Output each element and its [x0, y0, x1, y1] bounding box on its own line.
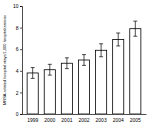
y-tick-label: 0 [16, 111, 19, 117]
error-cap [31, 78, 35, 79]
y-tick-mark [20, 92, 22, 93]
x-tick-label: 2005 [130, 117, 141, 123]
error-cap [31, 67, 35, 68]
y-tick-mark [20, 28, 22, 29]
x-tick: 2005 [130, 114, 141, 123]
x-tick-label: 1999 [27, 117, 38, 123]
error-bar [99, 44, 103, 57]
bar [78, 60, 89, 114]
error-bar [31, 68, 35, 79]
bar [130, 29, 141, 114]
marks [27, 21, 141, 114]
x-axis: 1999 2000 2001 2002 2003 2004 2005 [23, 114, 147, 123]
x-tick-label: 2000 [44, 117, 55, 123]
y-tick: 2 [16, 90, 22, 96]
error-cap [82, 65, 86, 66]
y-axis-title: MRSA-related hospital stays/1,000 hospit… [2, 15, 7, 105]
y-tick-label: 2 [16, 90, 19, 96]
bar [27, 73, 38, 114]
error-cap [99, 56, 103, 57]
error-cap [99, 43, 103, 44]
y-tick-label: 10 [13, 3, 19, 9]
error-cap [82, 54, 86, 55]
error-stem [135, 21, 136, 36]
chart: 0 2 4 6 8 10 1999 2000 2001 2002 2003 2004 2005 MRSA-… [0, 0, 150, 128]
error-stem [66, 58, 67, 69]
plot: 0 2 4 6 8 10 1999 2000 2001 2002 2003 2004 2005 [13, 3, 147, 122]
bar [96, 50, 107, 114]
x-tick: 2003 [96, 114, 107, 123]
error-bar [82, 55, 86, 66]
error-cap [48, 64, 52, 65]
y-tick-label: 6 [16, 46, 19, 52]
error-cap [65, 57, 69, 58]
y-tick-mark [20, 71, 22, 72]
error-bar [48, 64, 52, 75]
bar [61, 63, 72, 114]
error-cap [48, 75, 52, 76]
error-cap [116, 33, 120, 34]
x-tick: 2000 [44, 114, 55, 123]
y-tick-mark [20, 49, 22, 50]
y-tick-mark [20, 114, 22, 115]
bar [44, 70, 55, 114]
x-tick: 2002 [78, 114, 89, 123]
error-stem [32, 68, 33, 79]
y-tick: 6 [16, 46, 22, 52]
error-stem [118, 33, 119, 46]
error-stem [101, 44, 102, 57]
y-tick-label: 4 [16, 68, 19, 74]
error-bar [65, 58, 69, 69]
y-axis-line [20, 7, 23, 115]
y-tick: 0 [16, 111, 22, 117]
error-stem [49, 64, 50, 75]
error-cap [133, 21, 137, 22]
x-tick-label: 2001 [61, 117, 72, 123]
error-cap [116, 45, 120, 46]
x-tick-label: 2004 [113, 117, 124, 123]
y-axis: 0 2 4 6 8 10 [13, 3, 23, 117]
y-tick: 4 [16, 68, 22, 74]
y-tick: 8 [16, 25, 22, 31]
error-cap [65, 68, 69, 69]
y-tick: 10 [13, 3, 22, 9]
error-bar [133, 21, 137, 36]
x-tick: 1999 [27, 114, 38, 123]
x-tick-label: 2002 [78, 117, 89, 123]
error-stem [84, 55, 85, 66]
x-tick: 2001 [61, 114, 72, 123]
y-tick-mark [20, 6, 22, 7]
x-axis-line [23, 114, 147, 115]
bar [113, 39, 124, 114]
error-bar [116, 33, 120, 46]
x-tick-label: 2003 [96, 117, 107, 123]
y-tick-label: 8 [16, 25, 19, 31]
x-tick: 2004 [113, 114, 124, 123]
error-cap [133, 36, 137, 37]
